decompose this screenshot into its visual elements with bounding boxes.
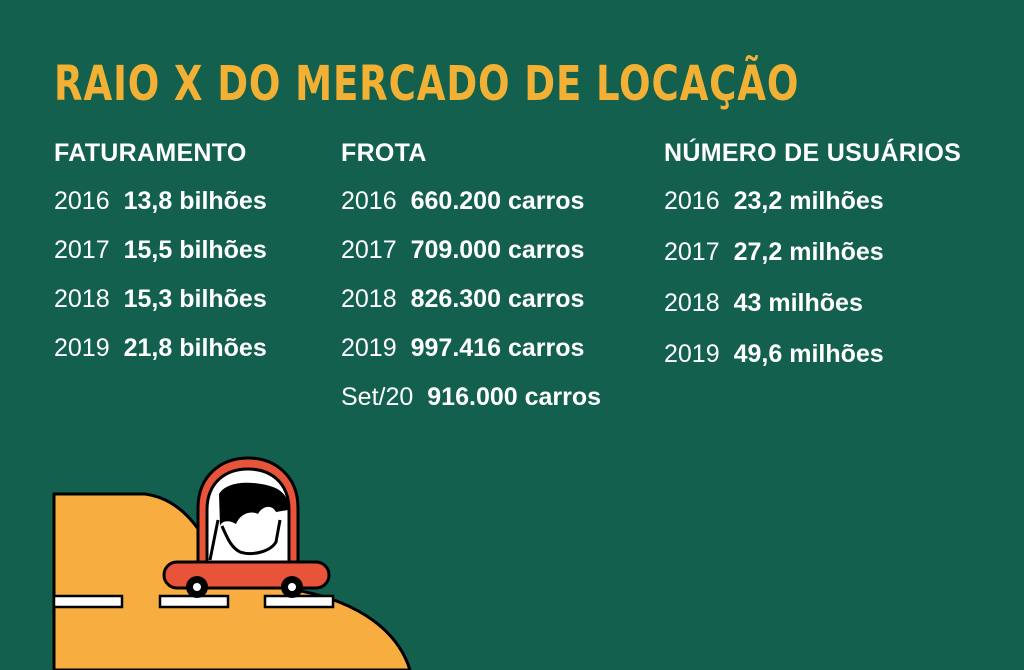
stat-value: 660.200 carros (410, 187, 585, 215)
page-title: RAIO X DO MERCADO DE LOCAÇÃO (54, 56, 800, 112)
faturamento-column: FATURAMENTO 2016 13,8 bilhões 2017 15,5 bi… (54, 138, 267, 382)
stat-row: 2019 21,8 bilhões (54, 333, 267, 382)
stat-row: 2016 23,2 milhões (664, 186, 961, 237)
wheel-hub-icon (288, 583, 296, 591)
driver-face-icon (220, 519, 282, 556)
stat-value: 27,2 milhões (733, 238, 884, 266)
stat-year: Set/20 (341, 383, 414, 411)
stat-year: 2019 (341, 334, 397, 362)
stat-year: 2017 (664, 238, 720, 266)
stat-year: 2017 (341, 236, 397, 264)
stat-value: 21,8 bilhões (123, 334, 267, 362)
car-road-illustration (52, 456, 412, 670)
road-marking (263, 594, 335, 609)
stat-value: 826.300 carros (410, 285, 585, 313)
driver-hair-icon (219, 482, 289, 526)
faturamento-heading: FATURAMENTO (54, 139, 247, 167)
stat-row: 2017 709.000 carros (341, 235, 601, 284)
stat-value: 997.416 carros (410, 334, 585, 362)
stat-value: 49,6 milhões (733, 340, 884, 368)
frota-heading: FROTA (341, 139, 427, 167)
stat-year: 2016 (341, 187, 397, 215)
stat-row: Set/20 916.000 carros (341, 382, 601, 431)
stat-value: 23,2 milhões (733, 187, 884, 215)
stat-year: 2017 (54, 236, 110, 264)
stat-year: 2016 (664, 187, 720, 215)
usuarios-heading: NÚMERO DE USUÁRIOS (664, 139, 962, 167)
stat-value: 15,5 bilhões (123, 236, 267, 264)
stat-row: 2019 49,6 milhões (664, 339, 961, 390)
frota-column: FROTA 2016 660.200 carros 2017 709.000 car… (341, 138, 601, 431)
stat-row: 2018 826.300 carros (341, 284, 601, 333)
steering-icon (208, 519, 220, 561)
stat-year: 2019 (664, 340, 720, 368)
stat-value: 709.000 carros (410, 236, 585, 264)
usuarios-column: NÚMERO DE USUÁRIOS 2016 23,2 milhões 2017… (664, 138, 961, 390)
stat-row: 2018 15,3 bilhões (54, 284, 267, 333)
stat-year: 2018 (664, 289, 720, 317)
stat-row: 2017 15,5 bilhões (54, 235, 267, 284)
road-marking (52, 594, 124, 609)
stat-row: 2016 660.200 carros (341, 186, 601, 235)
stat-row: 2018 43 milhões (664, 288, 961, 339)
stat-year: 2016 (54, 187, 110, 215)
road-marking (158, 594, 230, 609)
stat-year: 2018 (341, 285, 397, 313)
stat-row: 2016 13,8 bilhões (54, 186, 267, 235)
wheel-hub-icon (193, 583, 201, 591)
stat-row: 2019 997.416 carros (341, 333, 601, 382)
stat-value: 13,8 bilhões (123, 187, 267, 215)
stat-year: 2018 (54, 285, 110, 313)
stat-value: 43 milhões (733, 289, 863, 317)
stat-value: 15,3 bilhões (123, 285, 267, 313)
stat-year: 2019 (54, 334, 110, 362)
stat-value: 916.000 carros (427, 383, 602, 411)
stat-row: 2017 27,2 milhões (664, 237, 961, 288)
